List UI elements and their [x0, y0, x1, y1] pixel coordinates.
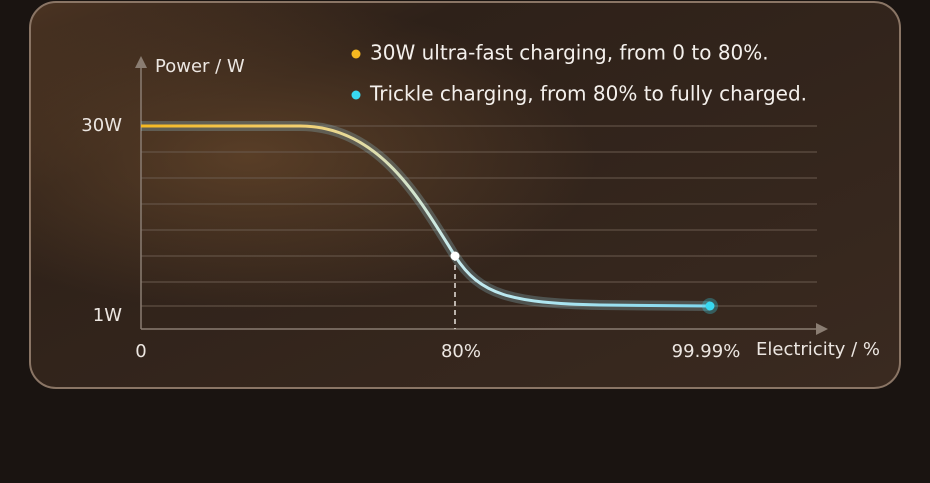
y-axis-label: Power / W — [155, 56, 245, 77]
point-80 — [450, 251, 460, 261]
legend-text: Trickle charging, from 80% to fully char… — [369, 82, 807, 106]
grid — [141, 125, 817, 307]
point-end — [705, 301, 715, 311]
y-tick-label: 1W — [93, 305, 122, 326]
legend-dot — [351, 90, 361, 100]
legend-dot — [351, 49, 361, 59]
x-tick-label: 80% — [441, 341, 481, 362]
panel-glow — [30, 2, 900, 388]
x-tick-label: 0 — [135, 341, 146, 362]
x-axis-label: Electricity / % — [756, 339, 880, 360]
x-tick-label: 99.99% — [672, 341, 741, 362]
y-tick-label: 30W — [81, 115, 122, 136]
legend-text: 30W ultra-fast charging, from 0 to 80%. — [370, 41, 769, 65]
charging-curve — [141, 124, 711, 308]
